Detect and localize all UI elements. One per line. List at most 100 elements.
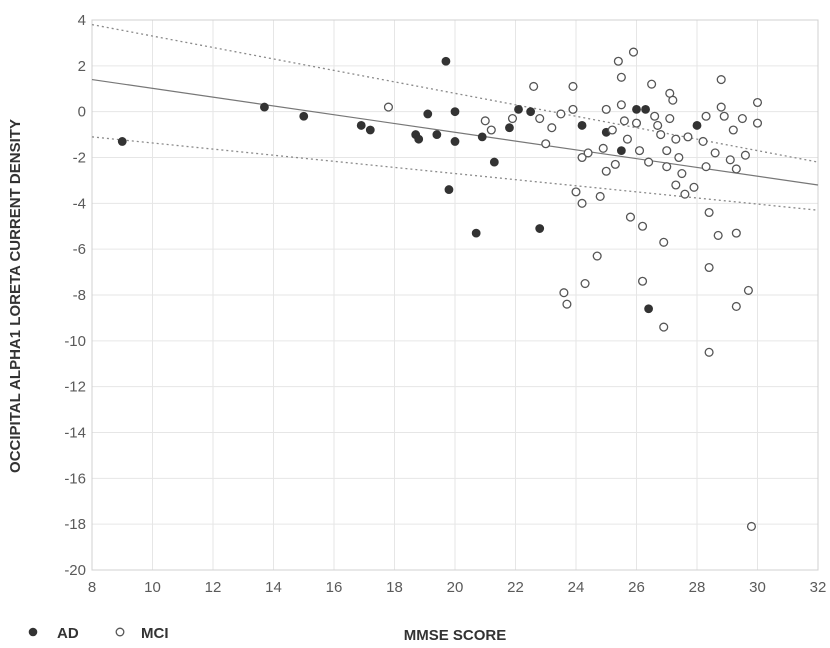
- x-tick-label: 16: [326, 579, 343, 596]
- x-axis-title: MMSE SCORE: [404, 627, 507, 644]
- mci-point: [677, 168, 687, 179]
- ad-point: [577, 121, 587, 130]
- mci-point: [653, 120, 663, 130]
- mci-point: [746, 521, 756, 532]
- legend-ad-marker: [28, 627, 38, 637]
- x-tick-label: 12: [205, 579, 222, 596]
- y-tick-label: -8: [73, 287, 86, 304]
- ad-point: [641, 104, 650, 114]
- x-tick-label: 32: [810, 579, 827, 596]
- mci-point: [674, 152, 684, 163]
- mci-point: [601, 104, 611, 114]
- mci-point: [725, 155, 735, 165]
- mci-point: [628, 47, 639, 57]
- mci-point: [529, 81, 539, 92]
- mci-point: [731, 164, 741, 174]
- ad-point: [526, 107, 536, 117]
- mci-point: [713, 230, 723, 240]
- x-tick-label: 24: [568, 579, 585, 596]
- mci-point: [583, 148, 593, 158]
- mci-point: [704, 347, 714, 357]
- mci-point: [737, 113, 747, 124]
- mci-point: [704, 262, 714, 273]
- legend-mci-marker: [115, 627, 125, 637]
- mci-point: [731, 301, 741, 312]
- mci-point: [595, 191, 605, 202]
- mci-point: [625, 212, 635, 222]
- x-tick-label: 10: [144, 579, 161, 596]
- mci-point: [507, 113, 518, 124]
- mci-point: [571, 187, 581, 197]
- mci-point: [662, 162, 672, 172]
- mci-point: [671, 134, 681, 144]
- y-tick-label: -14: [64, 425, 86, 442]
- mci-point: [650, 111, 660, 121]
- mci-point: [671, 180, 681, 190]
- y-tick-label: 2: [78, 58, 86, 75]
- x-tick-label: 20: [447, 579, 464, 596]
- ad-point: [423, 109, 433, 119]
- y-tick-label: -2: [73, 150, 86, 167]
- y-tick-label: -6: [73, 241, 86, 258]
- confidence-band: [91, 23, 819, 211]
- ad-point: [644, 304, 653, 314]
- ad-point: [441, 56, 451, 66]
- ad-point: [450, 137, 460, 146]
- mci-point: [689, 182, 699, 192]
- mci-point: [535, 113, 545, 124]
- mci-point: [562, 299, 572, 309]
- mci-point: [716, 75, 726, 85]
- mci-point: [607, 125, 617, 135]
- mci-point: [704, 207, 714, 218]
- mci-point: [383, 102, 394, 112]
- ad-point: [616, 146, 626, 156]
- mci-point: [634, 146, 645, 156]
- mci-point: [665, 113, 675, 124]
- mci-point: [701, 111, 711, 121]
- y-tick-label: -4: [73, 195, 86, 212]
- mci-point: [637, 276, 648, 286]
- y-tick-label: 0: [78, 104, 86, 121]
- ad-point: [117, 137, 127, 146]
- plot-frame: [91, 19, 819, 571]
- ad-point: [260, 102, 269, 112]
- mci-point: [486, 125, 496, 135]
- ad-point: [365, 125, 375, 135]
- mci-point: [631, 118, 642, 128]
- mci-point: [716, 102, 726, 112]
- ad-point: [477, 132, 487, 142]
- mci-point: [601, 166, 611, 176]
- ad-point: [489, 157, 499, 167]
- mci-point: [710, 148, 720, 158]
- mci-point: [616, 72, 626, 82]
- mci-point: [752, 118, 763, 128]
- mci-point: [752, 97, 763, 108]
- mci-point: [547, 123, 557, 133]
- x-tick-label: 22: [507, 579, 524, 596]
- ad-point: [432, 130, 442, 139]
- y-tick-label: -12: [64, 379, 86, 396]
- ad-point: [632, 104, 641, 114]
- mci-point: [577, 152, 587, 163]
- ad-point: [414, 134, 424, 144]
- mci-point: [701, 162, 711, 172]
- mci-point: [680, 189, 690, 199]
- y-tick-label: -16: [64, 470, 86, 487]
- mci-point: [659, 322, 669, 332]
- mci-point: [598, 143, 608, 153]
- mci-point: [541, 139, 551, 149]
- y-tick-label: -10: [64, 333, 86, 350]
- mci-point: [559, 288, 569, 298]
- mci-point: [683, 132, 693, 142]
- ad-point: [299, 111, 309, 121]
- mci-point: [580, 278, 590, 289]
- mci-point: [731, 228, 741, 238]
- y-tick-label: 4: [78, 12, 86, 29]
- mci-point: [568, 104, 578, 114]
- mci-point: [616, 100, 626, 110]
- ad-point: [471, 228, 481, 238]
- legend-mci-label: MCI: [141, 625, 169, 642]
- mci-point: [610, 159, 620, 169]
- mci-point: [698, 136, 708, 147]
